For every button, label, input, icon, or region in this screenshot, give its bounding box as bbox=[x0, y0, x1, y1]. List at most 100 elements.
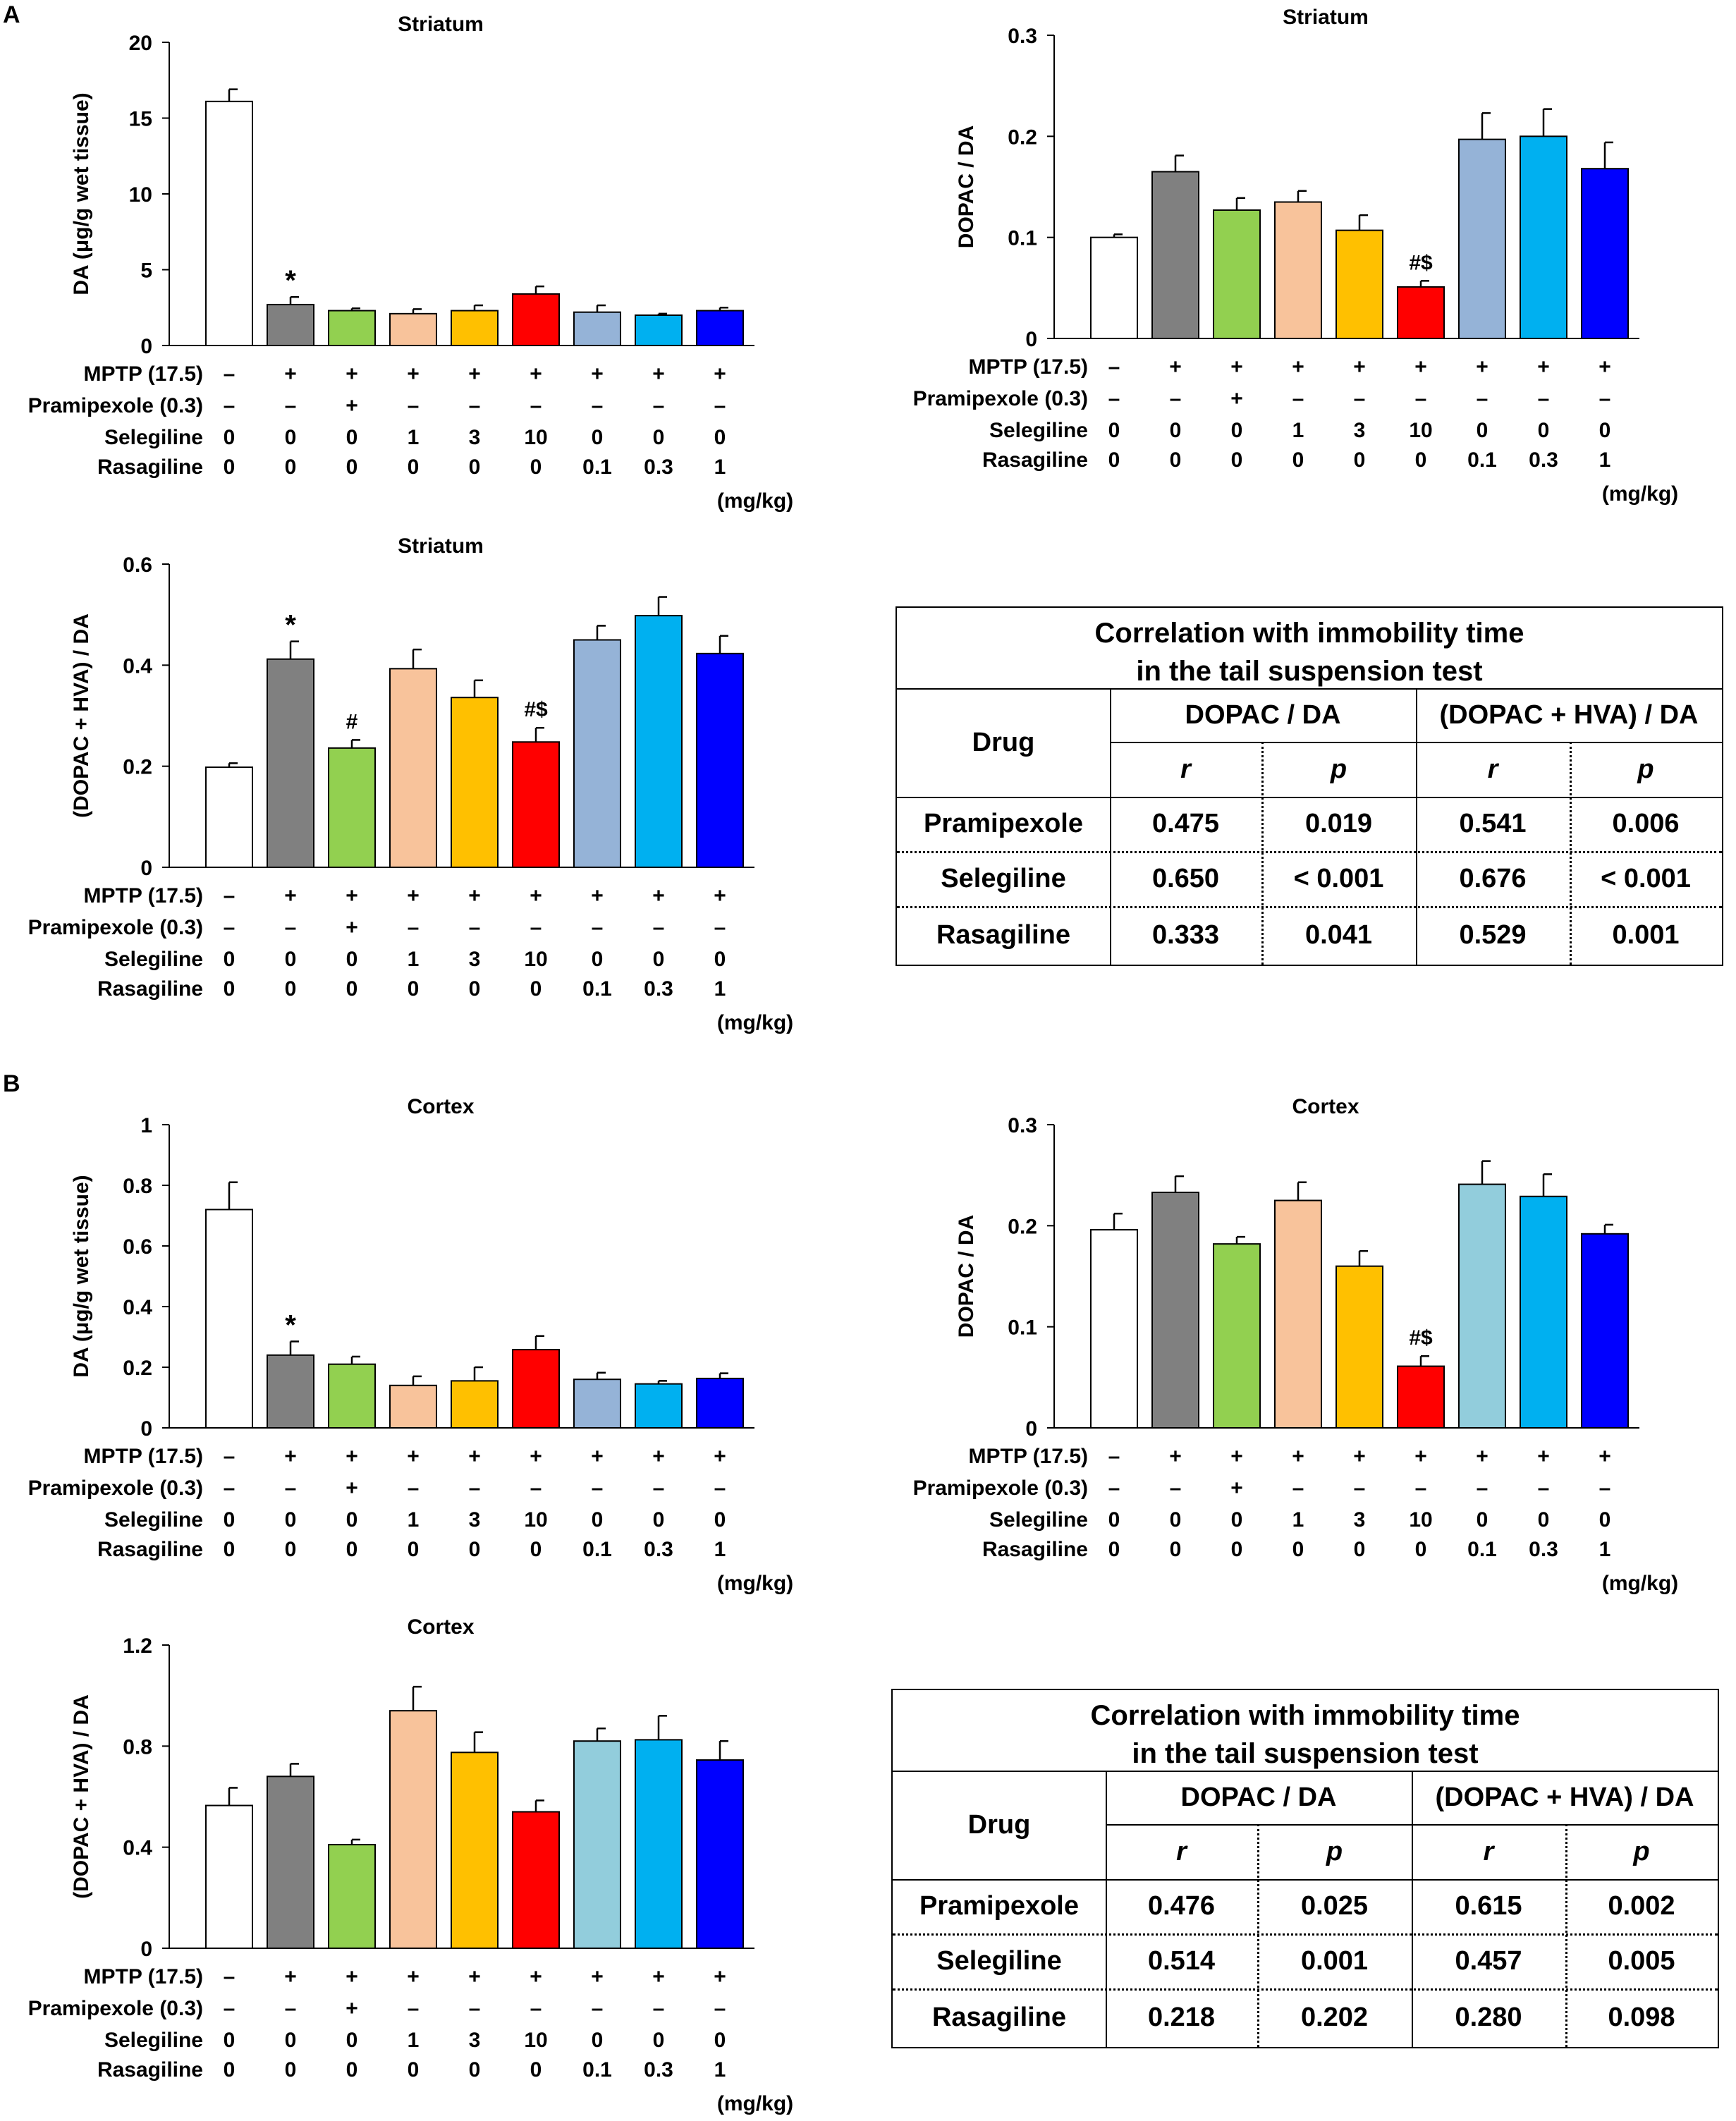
treatment-cell: 0.1 bbox=[582, 1538, 612, 1561]
treatment-row-label: MPTP (17.5) bbox=[84, 362, 204, 386]
treatment-cell: – bbox=[1292, 1477, 1304, 1500]
unit-label: (mg/kg) bbox=[1602, 1572, 1678, 1595]
cell-r2: 0.457 bbox=[1455, 1945, 1522, 1976]
treatment-cell: – bbox=[1354, 387, 1366, 410]
cell-p2: 0.098 bbox=[1608, 2003, 1675, 2032]
bar bbox=[451, 310, 499, 346]
treatment-cell: 0 bbox=[285, 977, 297, 1001]
y-tick-label: 0.4 bbox=[123, 654, 152, 678]
treatment-cell: – bbox=[592, 394, 604, 417]
bar bbox=[328, 747, 376, 868]
y-tick-label: 20 bbox=[129, 32, 152, 55]
treatment-cell: + bbox=[1353, 355, 1366, 379]
header-drug: Drug bbox=[972, 727, 1035, 757]
treatment-cell: 0 bbox=[592, 426, 604, 449]
treatment-cell: 0 bbox=[346, 1508, 358, 1532]
y-axis-label: DOPAC / DA bbox=[955, 126, 978, 248]
y-tick-label: 0 bbox=[140, 857, 152, 880]
treatment-cell: 0 bbox=[285, 948, 297, 971]
treatment-cell: – bbox=[469, 916, 481, 939]
unit-label: (mg/kg) bbox=[717, 1011, 793, 1034]
treatment-row-label: Rasagiline bbox=[97, 1538, 203, 1561]
cell-p2: 0.002 bbox=[1608, 1891, 1675, 1921]
treatment-cell: 3 bbox=[469, 948, 481, 971]
significance-label: * bbox=[285, 610, 296, 641]
treatment-cell: 0 bbox=[592, 948, 604, 971]
treatment-row-label: Selegiline bbox=[104, 426, 203, 449]
chart-title: Striatum bbox=[398, 13, 484, 36]
cell-p1: 0.025 bbox=[1300, 1891, 1369, 1921]
significance-label: * bbox=[285, 1309, 296, 1340]
treatment-cell: 0 bbox=[530, 1538, 542, 1561]
treatment-cell: + bbox=[530, 1445, 542, 1468]
y-axis-label: DA (μg/g wet tissue) bbox=[70, 1175, 93, 1377]
cell-p2: 0.005 bbox=[1608, 1945, 1675, 1976]
y-tick-label: 0.4 bbox=[123, 1837, 152, 1860]
treatment-cell: – bbox=[1599, 387, 1611, 410]
treatment-cell: + bbox=[714, 362, 726, 386]
treatment-cell: + bbox=[346, 884, 358, 907]
treatment-cell: 0 bbox=[653, 1508, 665, 1532]
treatment-cell: – bbox=[224, 916, 236, 939]
table-title-line2: in the tail suspension test bbox=[1132, 1738, 1479, 1769]
treatment-row-label: MPTP (17.5) bbox=[84, 1445, 204, 1468]
cell-r2: 0.676 bbox=[1459, 863, 1527, 893]
treatment-cell: – bbox=[1292, 387, 1304, 410]
treatment-cell: 10 bbox=[524, 948, 547, 971]
treatment-cell: 0 bbox=[469, 456, 481, 479]
y-tick-label: 1.2 bbox=[123, 1634, 152, 1658]
bar bbox=[573, 311, 621, 347]
treatment-cell: 0 bbox=[530, 2058, 542, 2082]
treatment-cell: 0 bbox=[714, 948, 726, 971]
treatment-cell: 0 bbox=[1292, 448, 1304, 472]
treatment-cell: 0 bbox=[224, 977, 236, 1001]
treatment-cell: – bbox=[530, 1997, 542, 2020]
treatment-cell: + bbox=[407, 1965, 420, 1988]
treatment-cell: – bbox=[285, 916, 297, 939]
treatment-cell: + bbox=[591, 1445, 604, 1468]
row-drug: Selegiline bbox=[941, 863, 1066, 893]
bar bbox=[205, 100, 253, 346]
treatment-cell: – bbox=[1170, 387, 1182, 410]
treatment-cell: 0 bbox=[714, 426, 726, 449]
treatment-cell: 0 bbox=[469, 977, 481, 1001]
treatment-row-label: MPTP (17.5) bbox=[969, 1445, 1089, 1468]
treatment-cell: – bbox=[714, 1997, 726, 2020]
bar bbox=[1151, 1192, 1199, 1429]
treatment-cell: + bbox=[714, 1965, 726, 1988]
header-dopac-hva-da: (DOPAC + HVA) / DA bbox=[1435, 1782, 1694, 1812]
y-tick-label: 0.6 bbox=[123, 554, 152, 577]
treatment-cell: – bbox=[469, 1477, 481, 1500]
treatment-cell: 0 bbox=[224, 1538, 236, 1561]
treatment-cell: 0 bbox=[469, 1538, 481, 1561]
treatment-cell: + bbox=[1414, 355, 1427, 379]
treatment-cell: – bbox=[714, 916, 726, 939]
y-tick-label: 0.2 bbox=[123, 1357, 152, 1380]
treatment-cell: 0 bbox=[346, 456, 358, 479]
header-r: r bbox=[1180, 754, 1191, 784]
chart-title: Cortex bbox=[407, 1615, 474, 1639]
treatment-cell: 1 bbox=[408, 426, 420, 449]
treatment-cell: 0 bbox=[224, 2029, 236, 2052]
y-tick-label: 0.2 bbox=[1008, 1215, 1037, 1238]
chart-b-cortex-dopac-hva-da: Cortex 0 0.4 0.8 1.2 (DOPAC + HVA) / DA MPTP (… bbox=[28, 1615, 794, 2115]
treatment-cell: + bbox=[652, 1445, 665, 1468]
chart-title: Striatum bbox=[398, 534, 484, 558]
header-dopac-hva-da: (DOPAC + HVA) / DA bbox=[1439, 699, 1699, 730]
bar bbox=[512, 741, 560, 868]
bar bbox=[451, 1380, 499, 1429]
treatment-cell: + bbox=[346, 1445, 358, 1468]
y-tick-label: 0 bbox=[140, 1417, 152, 1441]
treatment-cell: + bbox=[1476, 1445, 1489, 1468]
treatment-cell: 1 bbox=[408, 2029, 420, 2052]
treatment-cell: – bbox=[224, 1445, 236, 1468]
treatment-cell: 0 bbox=[1538, 419, 1550, 442]
treatment-cell: + bbox=[407, 1445, 420, 1468]
treatment-cell: + bbox=[652, 884, 665, 907]
treatment-cell: 0 bbox=[714, 1508, 726, 1532]
bar bbox=[1581, 1233, 1629, 1429]
significance-label: # bbox=[346, 710, 358, 733]
treatment-cell: 0 bbox=[346, 426, 358, 449]
treatment-cell: + bbox=[1230, 355, 1243, 379]
